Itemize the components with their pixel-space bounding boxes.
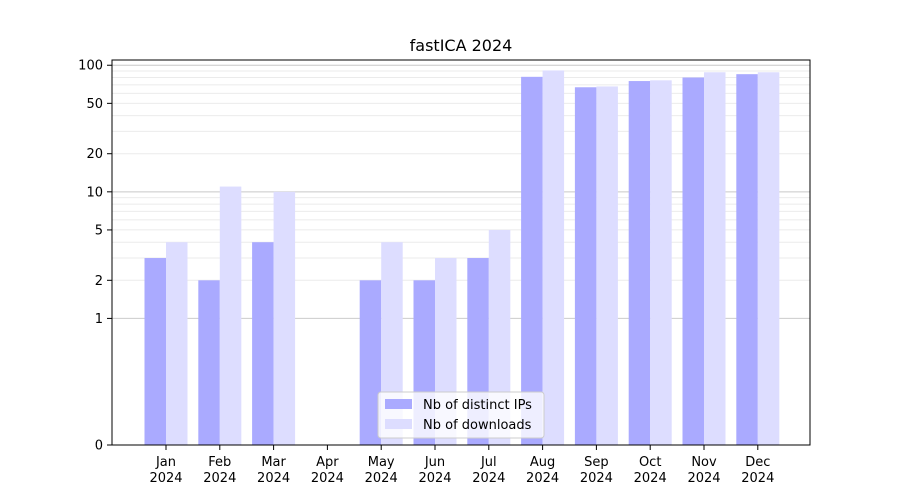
bar-downloads-0: [166, 242, 188, 445]
bar-distinct-ips-2: [252, 242, 274, 445]
x-tick-label: Jul 2024: [472, 455, 505, 486]
bar-distinct-ips-7: [521, 76, 543, 446]
y-tick-label: 10: [86, 185, 103, 200]
legend-box: [377, 391, 545, 439]
bar-downloads-10: [704, 72, 726, 446]
plot-frame: [111, 59, 811, 446]
legend-swatch-distinct-ips: [385, 399, 412, 409]
x-tick-label: Sep 2024: [580, 455, 613, 486]
legend: Nb of distinct IPs Nb of downloads: [377, 391, 545, 439]
bar-distinct-ips-4: [359, 280, 382, 445]
bar-distinct-ips-10: [682, 77, 704, 445]
x-tick-label: May 2024: [365, 455, 398, 486]
x-tick-label: Feb 2024: [203, 455, 236, 486]
x-tick-label: Dec 2024: [741, 455, 774, 486]
x-tick-label: Oct 2024: [634, 455, 667, 486]
bar-downloads-11: [757, 72, 780, 446]
bar-downloads-8: [596, 86, 618, 445]
y-tick-label: 2: [95, 274, 103, 289]
x-tick-label: Aug 2024: [526, 455, 559, 486]
bar-distinct-ips-0: [144, 258, 166, 445]
x-tick-label: Jan 2024: [149, 455, 182, 486]
legend-swatch-downloads: [385, 419, 412, 429]
legend-label-downloads: Nb of downloads: [423, 418, 532, 433]
bar-downloads-2: [273, 191, 296, 445]
x-tick-label: Jun 2024: [418, 455, 451, 486]
bar-downloads-1: [219, 186, 242, 446]
chart-title: fastICA 2024: [410, 36, 513, 55]
bar-distinct-ips-8: [574, 87, 597, 445]
bar-downloads-7: [542, 70, 565, 445]
y-tick-label: 100: [78, 59, 103, 74]
bar-distinct-ips-1: [198, 280, 220, 445]
y-tick-label: 50: [86, 97, 103, 112]
bar-distinct-ips-11: [736, 74, 758, 446]
y-tick-label: 0: [95, 439, 103, 454]
y-tick-label: 20: [86, 147, 103, 162]
legend-label-distinct-ips: Nb of distinct IPs: [423, 398, 532, 413]
bar-distinct-ips-9: [628, 81, 651, 445]
y-tick-label: 5: [95, 223, 103, 238]
x-tick-label: Mar 2024: [257, 455, 290, 486]
y-tick-label: 1: [95, 312, 103, 327]
x-tick-label: Apr 2024: [311, 455, 344, 486]
bar-downloads-9: [650, 80, 672, 446]
bar-downloads-6: [488, 229, 511, 445]
x-tick-label: Nov 2024: [687, 455, 720, 486]
axis-layer: 0 1 2 5 10 20 50 100 Jan 2024 Feb 2024 Mar 2024 Apr 202…: [78, 59, 774, 486]
